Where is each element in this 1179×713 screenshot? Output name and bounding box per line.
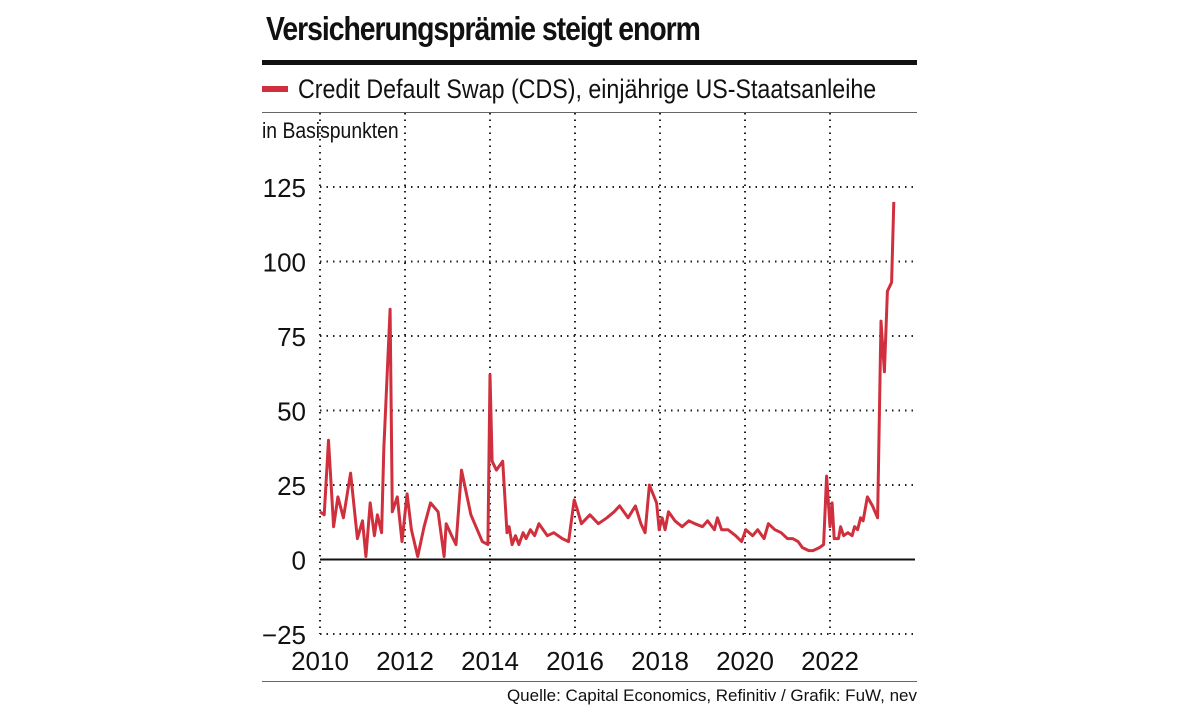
y-tick-label--25: −25 <box>262 620 306 650</box>
x-tick-label-2022: 2022 <box>801 646 859 676</box>
x-tick-label-2012: 2012 <box>376 646 434 676</box>
x-tick-label-2014: 2014 <box>461 646 519 676</box>
title-rule <box>262 60 917 65</box>
horizontal-gridlines <box>320 186 915 635</box>
y-tick-label-50: 50 <box>277 397 306 427</box>
y-axis-unit-label: in Basispunkten <box>262 118 399 143</box>
vertical-gridlines <box>319 113 831 634</box>
x-tick-label-2018: 2018 <box>631 646 689 676</box>
source-note: Quelle: Capital Economics, Refinitiv / G… <box>506 686 917 705</box>
legend-swatch <box>262 86 288 92</box>
x-tick-label-2020: 2020 <box>716 646 774 676</box>
chart-legend: Credit Default Swap (CDS), einjährige US… <box>262 70 970 108</box>
y-tick-label-25: 25 <box>277 471 306 501</box>
y-axis-tick-labels: 125 100 75 50 25 0 −25 <box>262 173 306 650</box>
y-tick-label-0: 0 <box>292 546 306 576</box>
legend-rule <box>262 112 917 113</box>
x-tick-label-2010: 2010 <box>291 646 349 676</box>
chart-title: Versicherungsprämie steigt enorm <box>266 10 701 47</box>
y-tick-label-75: 75 <box>277 322 306 352</box>
legend-label: Credit Default Swap (CDS), einjährige US… <box>298 73 877 104</box>
series-line-cds <box>319 201 896 558</box>
x-tick-label-2016: 2016 <box>546 646 604 676</box>
y-tick-label-100: 100 <box>263 248 306 278</box>
y-tick-label-125: 125 <box>263 173 306 203</box>
x-axis-tick-labels: 2010 2012 2014 2016 2018 2020 2022 <box>291 646 859 676</box>
footer-rule <box>262 681 917 682</box>
